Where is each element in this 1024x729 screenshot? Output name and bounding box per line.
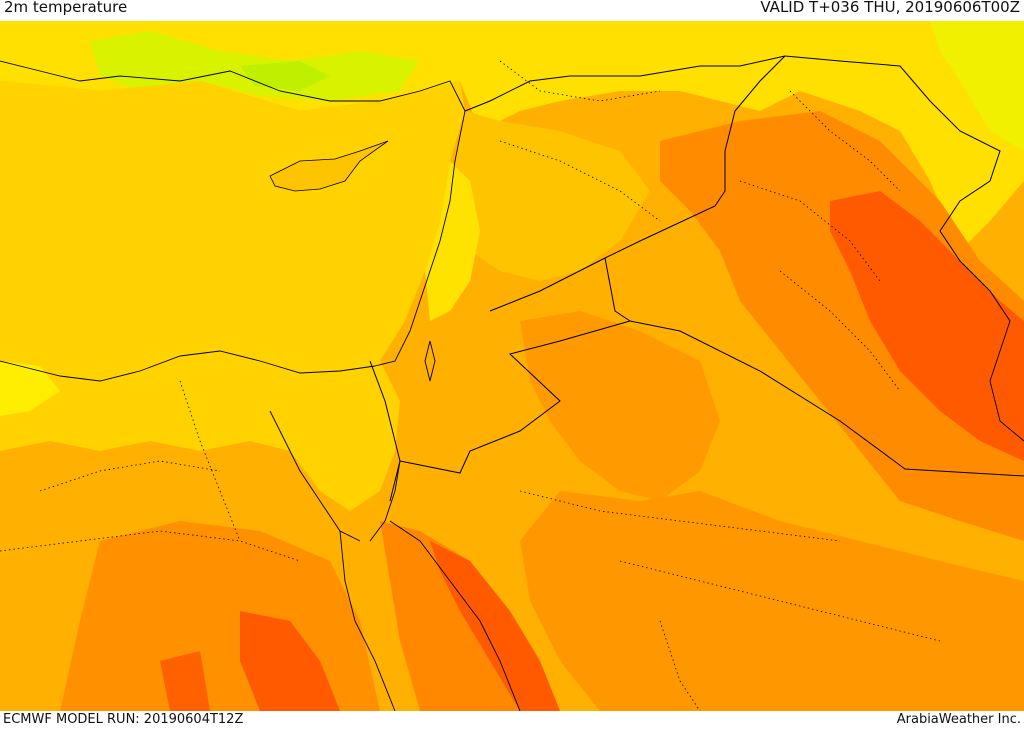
temperature-map (0, 21, 1024, 711)
red-sea-hot (430, 541, 560, 711)
coast-persian-gulf (989, 320, 1024, 442)
iraq-hot-core (830, 191, 1024, 461)
border-iraq-saudi (629, 320, 1024, 477)
coast-turkey (0, 60, 466, 112)
coast-gulf-suez (269, 410, 361, 542)
cyprus (269, 140, 389, 192)
band-ne-yellow (930, 21, 1024, 151)
dead-sea (424, 340, 436, 382)
levant-coast-yellow (425, 161, 480, 321)
border-jordan-saudi (399, 320, 631, 474)
coast-red-sea-east (389, 520, 521, 711)
admin-borders (0, 60, 941, 711)
egypt-hot-2 (160, 651, 210, 711)
map-footer: ECMWF MODEL RUN: 20190604T12Z ArabiaWeat… (0, 711, 1024, 729)
mediterranean-sea (0, 81, 465, 381)
egypt-coast-light (0, 361, 60, 416)
admin-saudi-1 (519, 490, 841, 542)
model-run-label: ECMWF MODEL RUN: 20190604T12Z (3, 712, 244, 727)
admin-iraq-1 (789, 90, 901, 192)
coast-egypt-north (0, 350, 376, 382)
map-header: 2m temperature VALID T+036 THU, 20190606… (0, 0, 1024, 21)
admin-iraq-3 (779, 270, 901, 392)
border-iraq-iran (784, 55, 1011, 322)
egypt-hot (240, 611, 340, 711)
border-syria-iraq (604, 55, 786, 259)
temperature-map-svg (0, 21, 1024, 711)
egypt-north-yellow (0, 351, 400, 511)
coastlines (0, 60, 1024, 711)
country-borders (369, 55, 1024, 502)
levant-gold (455, 111, 650, 281)
jordan-orange (520, 311, 720, 501)
credit-label: ArabiaWeather Inc. (896, 712, 1021, 727)
border-jordan-iraq (604, 257, 631, 322)
admin-saudi-2 (619, 560, 941, 642)
border-egypt-israel (369, 360, 401, 502)
border-syria-jordan (489, 257, 606, 312)
admin-egypt-3 (39, 460, 221, 492)
iraq-orange (660, 111, 1024, 541)
border-turkey-syria (464, 55, 786, 112)
coast-gulf-aqaba (369, 460, 401, 542)
coast-levant (374, 110, 466, 367)
valid-time: VALID T+036 THU, 20190606T00Z (760, 0, 1020, 16)
coast-red-sea-west (339, 530, 396, 711)
map-title: 2m temperature (4, 0, 128, 16)
admin-saudi-3 (659, 620, 701, 711)
admin-iraq-2 (739, 180, 881, 282)
admin-egypt-2 (179, 380, 241, 542)
admin-syria (499, 140, 661, 222)
saudi-orange (520, 491, 1024, 711)
band-north-green-2 (240, 61, 330, 91)
